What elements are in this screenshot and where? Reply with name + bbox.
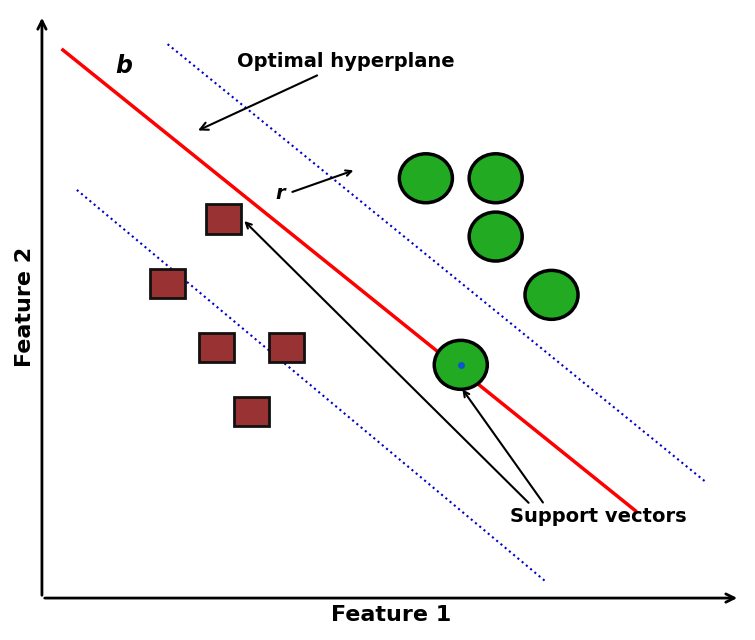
Text: b: b <box>116 54 132 78</box>
Bar <box>150 269 185 298</box>
Bar <box>199 333 234 362</box>
Bar <box>269 333 304 362</box>
Text: Support vectors: Support vectors <box>510 508 686 526</box>
Ellipse shape <box>525 270 578 319</box>
Ellipse shape <box>469 212 522 261</box>
Ellipse shape <box>399 154 452 203</box>
Bar <box>234 397 269 426</box>
Bar <box>206 205 241 234</box>
Text: Optimal hyperplane: Optimal hyperplane <box>200 52 455 130</box>
Text: r: r <box>276 184 285 203</box>
Ellipse shape <box>434 340 487 389</box>
X-axis label: Feature 1: Feature 1 <box>331 605 451 625</box>
Ellipse shape <box>469 154 522 203</box>
Y-axis label: Feature 2: Feature 2 <box>15 246 35 367</box>
